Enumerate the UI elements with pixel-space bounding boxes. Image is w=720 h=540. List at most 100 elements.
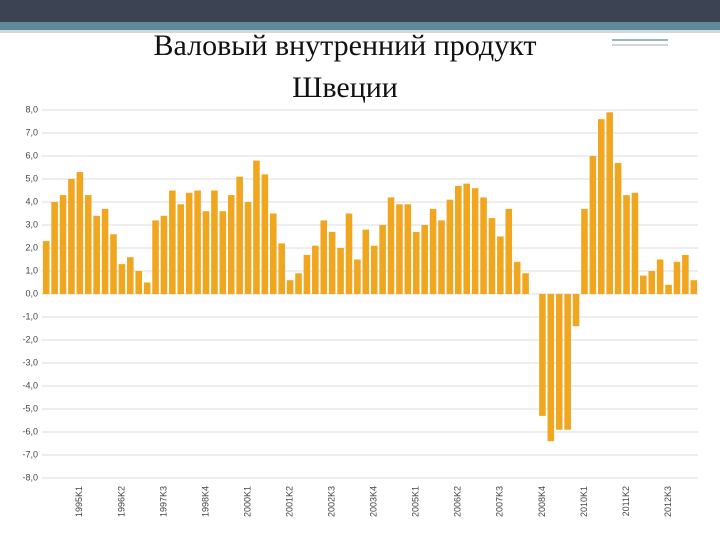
bar bbox=[648, 271, 656, 294]
bar bbox=[665, 284, 672, 294]
bar bbox=[631, 192, 639, 294]
bar bbox=[640, 275, 647, 294]
x-tick-label: 2005K1 bbox=[411, 486, 421, 517]
y-tick-label: 8,0 bbox=[25, 104, 38, 114]
x-tick-label: 1995K1 bbox=[74, 486, 84, 517]
bar bbox=[589, 156, 597, 294]
bar bbox=[539, 294, 546, 416]
bar bbox=[143, 282, 151, 294]
bar bbox=[480, 197, 487, 294]
bar bbox=[606, 112, 613, 294]
bar bbox=[160, 215, 168, 294]
bar bbox=[118, 264, 126, 294]
y-tick-label: 7,0 bbox=[25, 127, 38, 137]
y-tick-label: 5,0 bbox=[25, 173, 38, 183]
bar bbox=[513, 261, 521, 294]
top-band bbox=[0, 0, 720, 22]
x-tick-label: 2012K3 bbox=[663, 486, 673, 517]
bar bbox=[110, 234, 117, 294]
bar bbox=[564, 294, 571, 430]
x-tick-label: 2008K4 bbox=[537, 486, 547, 517]
bar bbox=[286, 280, 294, 294]
x-tick-label: 2002K3 bbox=[327, 486, 337, 517]
x-tick-label: 2010K1 bbox=[579, 486, 589, 517]
bar bbox=[227, 195, 235, 294]
chart-subtitle: Швеции bbox=[292, 71, 398, 104]
bar bbox=[446, 199, 454, 294]
bar bbox=[547, 294, 555, 442]
bar bbox=[295, 273, 302, 294]
bar bbox=[614, 162, 622, 294]
bar bbox=[572, 294, 580, 327]
bar bbox=[127, 257, 134, 294]
bar bbox=[303, 254, 311, 294]
y-tick-label: 0,0 bbox=[25, 288, 38, 298]
top-line bbox=[0, 30, 720, 33]
bar bbox=[59, 195, 67, 294]
y-tick-label: -4,0 bbox=[22, 380, 38, 390]
x-tick-label: 2000K1 bbox=[242, 486, 252, 517]
bar bbox=[412, 231, 420, 294]
bar bbox=[101, 208, 109, 294]
bar bbox=[438, 220, 445, 294]
bar bbox=[202, 211, 210, 294]
y-tick-label: 6,0 bbox=[25, 150, 38, 160]
y-tick-label: -3,0 bbox=[22, 357, 38, 367]
x-tick-label: 1996K2 bbox=[116, 486, 126, 517]
bar bbox=[211, 190, 218, 294]
y-tick-label: -5,0 bbox=[22, 403, 38, 413]
bar bbox=[463, 183, 470, 294]
bar bbox=[471, 188, 479, 294]
y-tick-label: 2,0 bbox=[25, 242, 38, 252]
x-tick-label: 2011K2 bbox=[621, 486, 631, 516]
bar bbox=[581, 208, 588, 294]
bar bbox=[429, 208, 437, 294]
bar bbox=[379, 225, 386, 294]
bar bbox=[421, 225, 428, 294]
bar bbox=[488, 218, 496, 294]
bar bbox=[261, 174, 269, 294]
y-tick-label: -6,0 bbox=[22, 426, 38, 436]
bar bbox=[278, 243, 285, 294]
bar bbox=[345, 213, 353, 294]
bar bbox=[522, 273, 529, 294]
bar bbox=[673, 261, 681, 294]
bar bbox=[404, 204, 412, 294]
bar bbox=[505, 208, 513, 294]
y-tick-label: -1,0 bbox=[22, 311, 38, 321]
y-tick-label: -2,0 bbox=[22, 334, 38, 344]
bar bbox=[135, 271, 142, 294]
bar bbox=[42, 241, 50, 294]
bar bbox=[76, 172, 84, 294]
x-tick-label: 2007K3 bbox=[495, 486, 505, 517]
bar bbox=[362, 229, 370, 294]
bar bbox=[93, 215, 100, 294]
y-tick-label: -7,0 bbox=[22, 449, 38, 459]
bar bbox=[396, 204, 403, 294]
y-tick-label: 4,0 bbox=[25, 196, 38, 206]
bar bbox=[682, 254, 689, 294]
bar bbox=[497, 236, 504, 294]
bar bbox=[328, 231, 336, 294]
bar bbox=[51, 202, 58, 294]
bar bbox=[270, 213, 277, 294]
bar bbox=[219, 211, 227, 294]
bar bbox=[598, 119, 605, 294]
bar bbox=[253, 160, 260, 294]
x-tick-label: 2003K4 bbox=[369, 486, 379, 517]
y-tick-label: -8,0 bbox=[22, 472, 38, 482]
x-tick-label: 2001K2 bbox=[284, 486, 294, 517]
bar bbox=[185, 192, 193, 294]
bar bbox=[244, 202, 252, 294]
bar bbox=[337, 248, 344, 294]
bar bbox=[169, 190, 176, 294]
x-tick-label: 1997K3 bbox=[158, 486, 168, 517]
y-tick-label: 3,0 bbox=[25, 219, 38, 229]
bar bbox=[312, 245, 319, 294]
x-tick-label: 1998K4 bbox=[200, 486, 210, 517]
bar bbox=[320, 220, 328, 294]
plot: -8,0 -7,0 -6,0 -5,0 -4,0 -3,0 -2,0 -1,0 0,0 1,0 2,… bbox=[22, 104, 698, 517]
bar bbox=[623, 195, 630, 294]
bar bbox=[84, 195, 92, 294]
